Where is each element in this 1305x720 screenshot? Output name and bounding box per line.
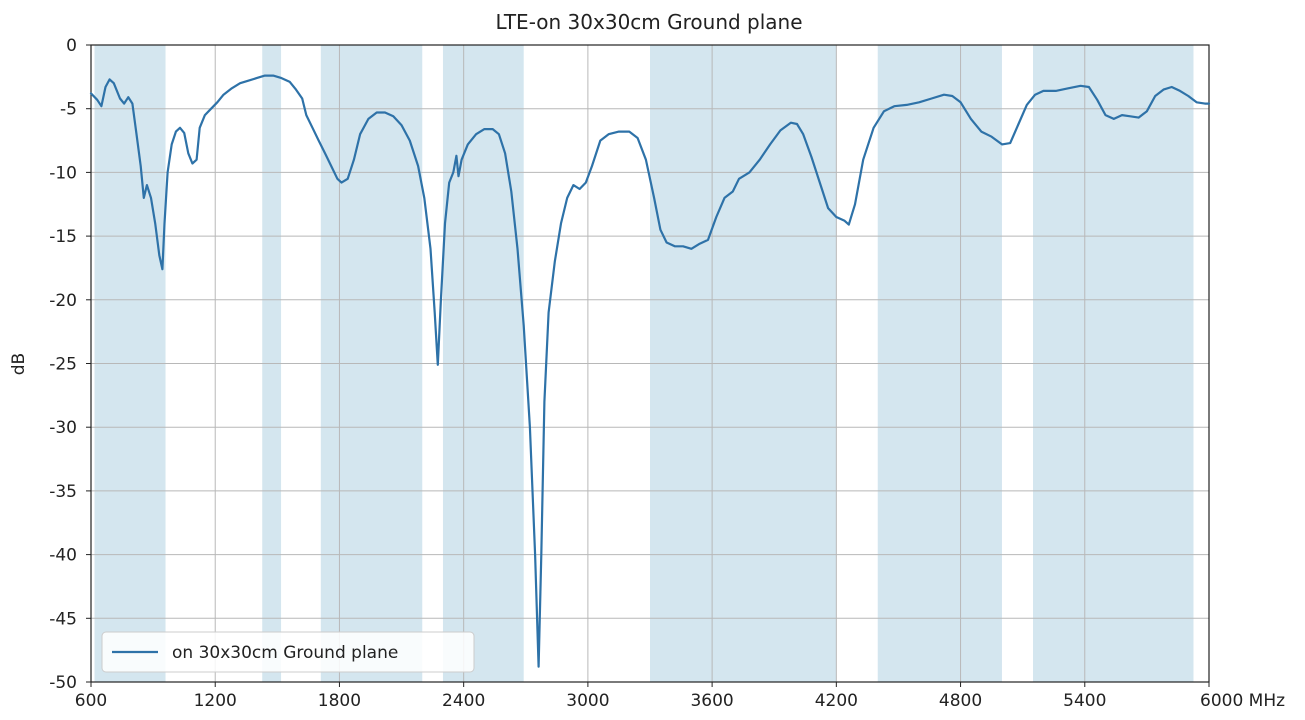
x-tick-label: 600 xyxy=(75,691,107,711)
x-tick-label: 5400 xyxy=(1063,691,1106,711)
y-tick-label: -30 xyxy=(49,418,77,438)
x-tick-label: 3000 xyxy=(566,691,609,711)
y-tick-label: -10 xyxy=(49,163,77,183)
series-line-0 xyxy=(89,74,1211,668)
y-tick-label: -5 xyxy=(60,100,77,120)
y-tick-label: -20 xyxy=(49,291,77,311)
y-tick-label: -15 xyxy=(49,227,77,247)
x-tick-label: 4800 xyxy=(939,691,982,711)
y-axis: 0 -5 -10 -15 -20 -25 -30 -35 -40 -45 -50 xyxy=(49,36,91,693)
y-tick-label: -25 xyxy=(49,355,77,375)
y-tick-label: 0 xyxy=(66,36,77,56)
series-layer xyxy=(89,74,1211,668)
x-tick-label: 6000 MHz xyxy=(1200,691,1285,711)
chart-title: LTE-on 30x30cm Ground plane xyxy=(495,10,802,34)
y-tick-label: -40 xyxy=(49,546,77,566)
x-tick-label: 1200 xyxy=(194,691,237,711)
legend-box xyxy=(101,631,475,673)
y-tick-label: -45 xyxy=(49,609,77,629)
y-tick-label: -50 xyxy=(49,673,77,693)
x-axis: 600 1200 1800 2400 3000 3600 4200 4800 5400 6000 … xyxy=(75,682,1285,711)
x-tick-label: 3600 xyxy=(690,691,733,711)
y-tick-label: -35 xyxy=(49,482,77,502)
x-tick-label: 1800 xyxy=(318,691,361,711)
legend-label: on 30x30cm Ground plane xyxy=(172,643,398,663)
x-tick-label: 4200 xyxy=(815,691,858,711)
x-tick-label: 2400 xyxy=(442,691,485,711)
y-axis-title: dB xyxy=(9,353,29,375)
legend[interactable]: on 30x30cm Ground plane xyxy=(101,631,475,673)
